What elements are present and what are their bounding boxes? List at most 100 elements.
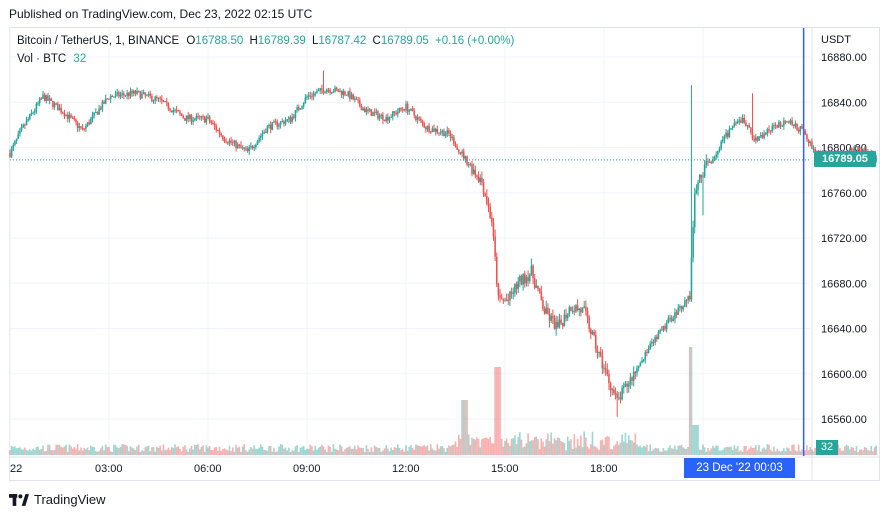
candle-body — [500, 297, 503, 300]
candle-body — [383, 120, 386, 122]
candle-body — [448, 130, 450, 134]
tradingview-logo[interactable]: TradingView — [9, 492, 106, 507]
volume-bar — [359, 447, 361, 455]
candle-body — [636, 368, 638, 374]
volume-bar — [62, 447, 64, 455]
volume-bar — [733, 445, 736, 455]
volume-bar — [642, 445, 645, 455]
candle-body — [25, 120, 28, 126]
y-tick-label: 16560.00 — [821, 414, 867, 426]
candle-body — [162, 100, 165, 102]
candle-body — [137, 90, 140, 92]
volume-bar — [685, 448, 688, 455]
candle-body — [769, 130, 772, 132]
ohlc-legend: Bitcoin / TetherUS, 1, BINANCE O16788.50… — [17, 35, 515, 47]
candle-body — [55, 103, 57, 105]
volume-bar — [613, 446, 615, 455]
volume-bar — [510, 438, 513, 455]
candle-body — [12, 144, 15, 149]
volume-bar — [594, 446, 597, 455]
candle-body — [88, 122, 90, 125]
volume-bar — [575, 447, 577, 455]
candle-body — [165, 101, 168, 103]
candle-body — [703, 164, 706, 177]
candle-body — [281, 121, 284, 123]
candle-body — [362, 108, 364, 111]
candle-body — [392, 111, 394, 117]
currency-label[interactable]: USDT — [821, 34, 851, 46]
volume-bar — [609, 449, 612, 455]
candle-body — [748, 125, 750, 128]
volume-bar — [14, 446, 16, 455]
y-tick-label: 16600.00 — [821, 369, 867, 381]
candle-body — [469, 164, 472, 166]
volume-bar — [784, 451, 787, 455]
volume-bar — [469, 444, 472, 455]
candle-body — [759, 134, 762, 137]
volume-label[interactable]: Vol · BTC — [17, 53, 67, 65]
candle-body — [266, 125, 269, 133]
volume-bar — [497, 367, 500, 455]
candle-body — [746, 125, 749, 127]
candle-body — [314, 93, 317, 95]
candle-body — [251, 146, 254, 148]
candle-body — [222, 135, 224, 140]
candle-body — [174, 109, 176, 111]
volume-bar — [119, 446, 122, 455]
candle-body — [425, 127, 427, 130]
candle-body — [428, 125, 430, 132]
candle-body — [717, 150, 719, 155]
volume-bar — [702, 444, 704, 455]
candle-body — [471, 164, 473, 174]
volume-bar — [382, 450, 384, 455]
volume-bar — [849, 449, 851, 455]
candle-body — [248, 147, 251, 152]
candle-body — [359, 100, 361, 106]
candle-body — [641, 360, 643, 363]
volume-bar — [236, 447, 239, 455]
volume-bar — [90, 445, 92, 455]
candle-body — [629, 377, 632, 385]
volume-bar — [840, 451, 843, 455]
candle-body — [104, 98, 107, 104]
candle-body — [296, 107, 298, 111]
candle-body — [335, 87, 338, 90]
volume-bar — [728, 447, 731, 455]
volume-bar — [639, 445, 642, 455]
candle-body — [233, 140, 236, 143]
volume-bar — [809, 446, 812, 455]
volume-bar — [674, 445, 676, 455]
candle-body — [801, 126, 803, 129]
candle-body — [156, 96, 158, 99]
candle-body — [32, 112, 34, 114]
candle-body — [136, 90, 138, 94]
candle-body — [406, 103, 409, 112]
volume-bar — [461, 400, 463, 455]
volume-bar — [271, 451, 274, 455]
volume-bar — [786, 447, 788, 455]
candle-body — [40, 98, 43, 100]
candle-body — [649, 343, 651, 349]
volume-bar — [723, 447, 726, 455]
volume-bar — [344, 449, 346, 455]
volume-bar — [796, 451, 798, 455]
candle-body — [198, 116, 201, 118]
volume-bar — [165, 449, 168, 455]
volume-bar — [433, 450, 435, 455]
candle-body — [431, 128, 434, 133]
volume-bar — [806, 445, 808, 455]
volume-bar — [479, 447, 482, 455]
candle-body — [672, 319, 675, 321]
volume-bar — [705, 451, 708, 455]
candle-body — [458, 149, 460, 153]
candle-body — [354, 98, 356, 100]
symbol-label[interactable]: Bitcoin / TetherUS, 1, BINANCE — [17, 35, 180, 47]
candle-body — [306, 96, 308, 98]
volume-bar — [839, 448, 841, 455]
volume-bar — [428, 450, 430, 455]
volume-bar — [751, 447, 754, 455]
volume-bar — [854, 450, 856, 455]
volume-bar — [690, 347, 693, 455]
candle-body — [304, 97, 307, 103]
